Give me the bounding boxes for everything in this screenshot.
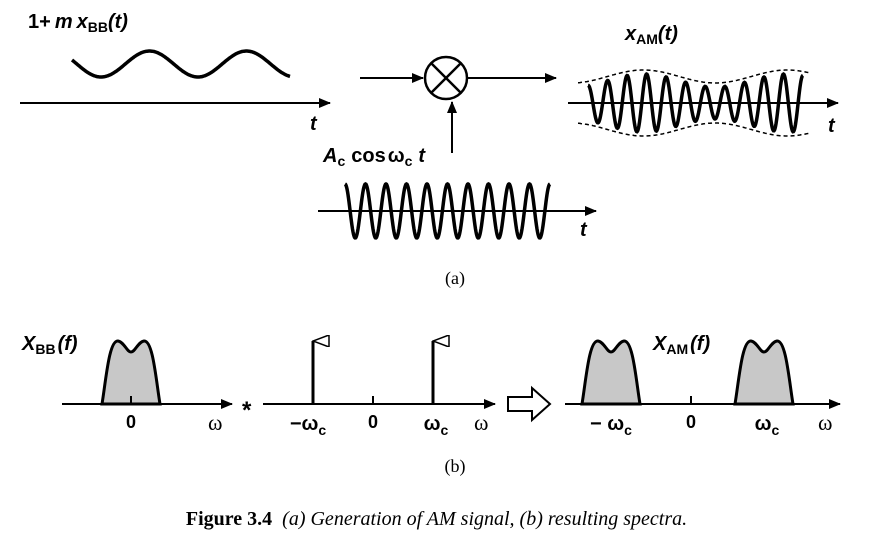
omega-c-label: ωc <box>424 413 449 438</box>
am-spectrum-lower-band <box>580 339 642 406</box>
carrier-label: Ac cos ωc t <box>322 145 426 169</box>
xam-neg-omega-c-label: − ωc <box>590 413 632 438</box>
am-waveform <box>587 71 805 134</box>
xbb-omega-label: ω <box>208 410 222 435</box>
caption-b: (b) <box>445 456 466 477</box>
xbb-spectrum-label: XBB (f) <box>21 333 78 357</box>
baseband-waveform <box>70 49 291 79</box>
xam-zero-label: 0 <box>686 412 696 432</box>
convolution-symbol: * <box>242 397 252 424</box>
figure-diagram: 1+ m xBB(t) t Ac cos ωc t t xAM(t) t (a) XBB(… <box>20 11 841 477</box>
caption-a: (a) <box>445 268 465 289</box>
xam-omega-c-label: ωc <box>755 413 780 438</box>
baseband-t-label: t <box>310 113 318 135</box>
result-arrow-icon <box>507 385 552 423</box>
baseband-spectrum <box>100 339 162 406</box>
figure-caption-text: (a) Generation of AM signal, (b) resulti… <box>282 508 688 530</box>
baseband-signal-label: 1+ m xBB(t) <box>28 11 128 35</box>
carrier-waveform <box>343 181 552 240</box>
xbb-zero-label: 0 <box>126 412 136 432</box>
am-envelope-upper <box>578 69 811 84</box>
am-envelope-lower <box>578 122 811 137</box>
am-spectrum-upper-band <box>733 339 795 406</box>
figure-number: Figure 3.4 <box>185 508 273 530</box>
xam-omega-label: ω <box>818 410 832 435</box>
figure-caption: Figure 3.4 (a) Generation of AM signal, … <box>0 508 873 531</box>
am-signal-label: xAM(t) <box>624 23 678 47</box>
am-t-label: t <box>828 115 836 137</box>
carrier-zero-label: 0 <box>368 412 378 432</box>
carrier-omega-label: ω <box>474 410 488 435</box>
xam-spectrum-label: XAM (f) <box>652 333 710 357</box>
mixer-multiplier-icon <box>423 55 469 101</box>
neg-omega-c-label: −ωc <box>290 413 327 438</box>
carrier-t-label: t <box>580 219 588 241</box>
